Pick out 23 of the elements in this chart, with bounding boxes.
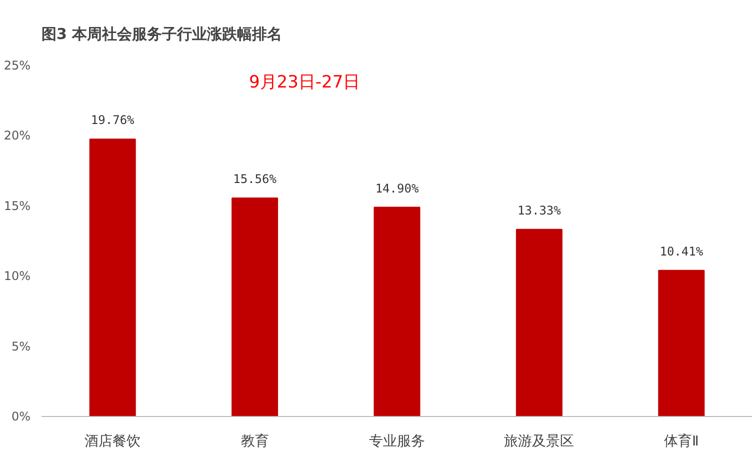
x-tick-label: 教育	[240, 432, 269, 448]
data-label: 14.90%	[375, 181, 420, 196]
data-label: 13.33%	[518, 203, 562, 218]
bar	[516, 228, 562, 416]
data-label: 15.56%	[233, 172, 278, 186]
y-tick-label: 20%	[4, 128, 30, 143]
annotation: 9月23日-27日	[248, 72, 360, 92]
y-tick-label: 15%	[4, 198, 30, 213]
y-tick-label: 5%	[11, 339, 31, 354]
bar	[658, 270, 705, 416]
y-tick-label: 25%	[4, 58, 30, 72]
chart-title: 图3 本周社会服务子行业涨跌幅排名	[42, 25, 282, 43]
x-tick-label: 体育Ⅱ	[664, 432, 699, 448]
x-tick-label: 旅游及景区	[504, 432, 574, 448]
y-tick-label: 0%	[11, 410, 31, 424]
x-tick-label: 专业服务	[369, 432, 425, 448]
bar	[89, 138, 136, 416]
data-label: 19.76%	[90, 113, 136, 128]
bar	[374, 206, 420, 416]
y-tick-label: 10%	[4, 269, 30, 284]
bar	[232, 198, 278, 416]
x-tick-label: 酒店餐饮	[84, 432, 141, 448]
data-label: 10.41%	[660, 244, 704, 258]
